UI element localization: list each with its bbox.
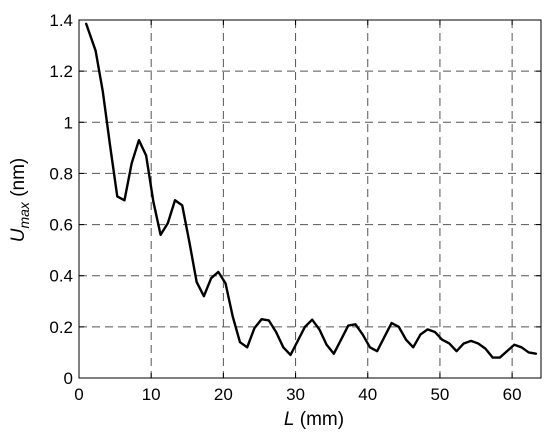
x-tick-label: 10: [142, 385, 161, 404]
y-tick-label: 0.2: [49, 318, 73, 337]
tick-label-layer: 0 10 20 30 40 50 60 0 0.2 0.4 0.6 0.8 1 1.2 1.4: [49, 11, 521, 404]
tick-layer: [78, 19, 541, 379]
y-axis-subscript: max: [16, 201, 32, 228]
x-tick-label: 50: [430, 385, 449, 404]
y-tick-label: 1: [64, 113, 73, 132]
y-tick-label: 1.2: [49, 62, 73, 81]
grid-layer: [79, 20, 541, 378]
y-axis-label: Umax (nm): [8, 158, 32, 243]
x-axis-label: L (mm): [284, 409, 344, 430]
x-tick-label: 60: [503, 385, 522, 404]
y-tick-label: 0: [64, 369, 73, 388]
y-tick-label: 0.8: [49, 164, 73, 183]
x-tick-label: 20: [214, 385, 233, 404]
series-line: [85, 22, 538, 359]
x-tick-label: 30: [286, 385, 305, 404]
series-layer: [85, 22, 538, 359]
y-tick-label: 0.6: [49, 216, 73, 235]
x-tick-label: 40: [358, 385, 377, 404]
y-axis-symbol: U: [8, 228, 29, 242]
x-axis-symbol: L: [284, 409, 295, 430]
y-tick-label: 0.4: [49, 267, 73, 286]
plot-frame: [78, 19, 542, 379]
y-tick-label: 1.4: [49, 11, 73, 30]
x-axis-unit: (mm): [294, 409, 344, 430]
y-axis-unit: (nm): [8, 158, 29, 202]
x-tick-label: 0: [74, 385, 83, 404]
